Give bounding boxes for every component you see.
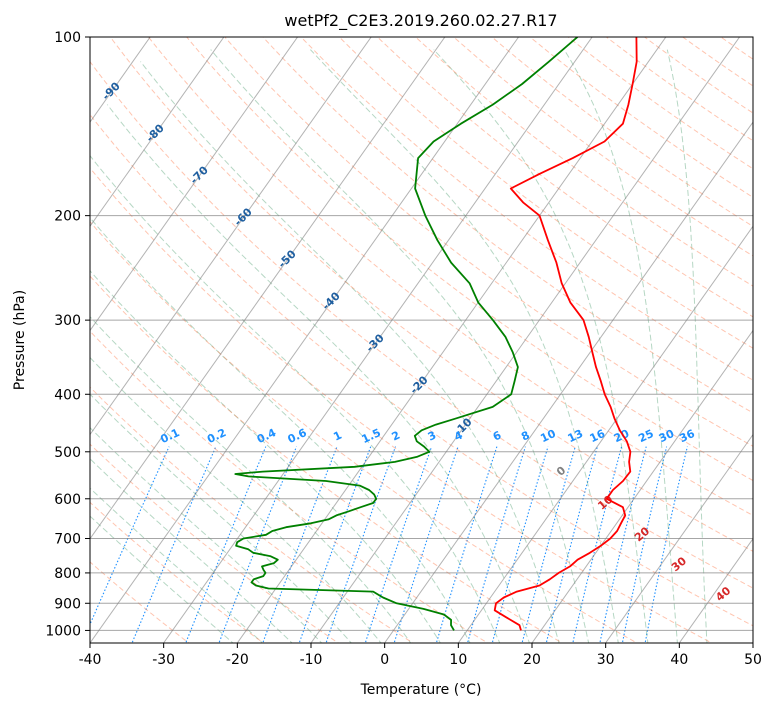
- mixing-ratio-label: 36: [677, 427, 697, 445]
- mixing-ratio-line: [572, 446, 623, 643]
- dewpoint-profile: [234, 37, 579, 631]
- moist-adiabat: [90, 356, 382, 643]
- mixing-ratio-line: [521, 446, 576, 643]
- x-tick-label: 10: [449, 652, 467, 668]
- isotherm-line: [604, 433, 753, 643]
- mixing-ratio-line: [185, 446, 267, 643]
- dry-adiabat: [262, 37, 753, 414]
- y-tick-label: 400: [54, 387, 81, 403]
- dry-adiabat: [90, 443, 340, 643]
- y-tick-label: 300: [54, 313, 81, 329]
- mixing-ratio-line: [491, 446, 549, 643]
- x-tick-label: 40: [670, 652, 688, 668]
- dry-adiabat: [90, 220, 639, 643]
- x-tick-label: 30: [597, 652, 615, 668]
- dry-adiabat: [90, 501, 265, 643]
- mixing-ratio-line: [218, 446, 298, 643]
- y-tick-label: 500: [54, 445, 81, 461]
- isotherm-line: [236, 37, 667, 643]
- y-tick-label: 900: [54, 596, 81, 612]
- mixing-ratio-line: [393, 446, 459, 643]
- dry-adiabat: [605, 37, 753, 142]
- mixing-ratio-line: [90, 446, 170, 626]
- y-axis-label: Pressure (hPa): [12, 290, 28, 390]
- isotherm-line: [0, 24, 12, 646]
- x-tick-label: -40: [79, 652, 102, 668]
- plot-background: [90, 37, 753, 643]
- isotherm-line: [162, 37, 593, 643]
- dry-adiabat: [90, 167, 713, 643]
- dry-adiabat: [338, 37, 753, 349]
- isotherm-line: [90, 37, 299, 332]
- moist-adiabat: [563, 49, 678, 643]
- dry-adiabat: [452, 37, 753, 257]
- mixing-ratio-line: [435, 446, 498, 643]
- mixing-ratio-line: [599, 446, 647, 643]
- x-tick-label: -10: [300, 652, 323, 668]
- dry-adiabat: [90, 60, 753, 589]
- y-tick-label: 600: [54, 492, 81, 508]
- mixing-ratio-line: [325, 446, 397, 643]
- isotherm-line: [90, 37, 225, 228]
- mixing-ratio-line: [262, 446, 338, 643]
- moist-adiabat: [90, 515, 234, 643]
- x-tick-label: 20: [523, 652, 541, 668]
- mixing-ratio-label: 16: [588, 427, 608, 445]
- moist-adiabat: [90, 393, 352, 643]
- dry-adiabat: [529, 37, 753, 198]
- dry-adiabat: [186, 37, 753, 482]
- dry-adiabat: [567, 37, 753, 170]
- x-tick-label: -20: [226, 652, 249, 668]
- isotherm-line: [383, 121, 753, 643]
- moist-adiabat: [140, 61, 560, 643]
- plot-frame: [89, 36, 754, 644]
- isotherm-line: [531, 329, 753, 643]
- isotherm-line: [90, 37, 446, 540]
- moist-adiabat: [310, 49, 619, 643]
- dry-adiabat: [224, 37, 753, 447]
- y-tick-label: 700: [54, 532, 81, 548]
- temperature-profile: [493, 37, 638, 631]
- mixing-ratio-line: [364, 446, 433, 643]
- isotherm-line: [457, 225, 753, 643]
- y-tick-label: 1000: [45, 623, 81, 639]
- mixing-ratio-label: 10: [538, 427, 558, 445]
- mixing-ratio-label: 13: [566, 427, 585, 445]
- x-tick-label: 50: [744, 652, 762, 668]
- mixing-ratio-line: [545, 446, 598, 643]
- mixing-ratio-label: 25: [636, 427, 655, 445]
- x-tick-label: -30: [152, 652, 175, 668]
- y-tick-label: 200: [54, 209, 81, 225]
- moist-adiabat: [433, 49, 649, 643]
- isotherm-line: [678, 537, 753, 643]
- dry-adiabat: [90, 275, 564, 643]
- dry-adiabat: [414, 37, 753, 287]
- mixing-ratio-label: 30: [657, 427, 677, 445]
- moist-adiabat: [90, 316, 412, 643]
- isotherm-line: [90, 37, 372, 436]
- moist-adiabat: [90, 487, 264, 643]
- chart-title: wetPf2_C2E3.2019.260.02.27.R17: [284, 11, 557, 31]
- y-tick-label: 100: [54, 30, 81, 46]
- mixing-ratio-line: [131, 446, 217, 643]
- moist-adiabat: [90, 426, 323, 643]
- dry-adiabat: [90, 113, 753, 627]
- mixing-ratio-line: [644, 446, 688, 643]
- isotherm-line: [752, 642, 753, 643]
- moist-adiabat: [106, 104, 530, 643]
- x-axis-label: Temperature (°C): [360, 682, 482, 698]
- isotherm-line: [310, 37, 741, 643]
- mixing-ratio-line: [298, 446, 372, 643]
- dry-adiabat: [768, 17, 775, 645]
- moist-adiabat: [90, 154, 501, 643]
- mixing-ratio-line: [621, 446, 668, 643]
- dry-adiabat: [109, 37, 753, 552]
- y-tick-label: 800: [54, 566, 81, 582]
- x-tick-label: 0: [380, 652, 389, 668]
